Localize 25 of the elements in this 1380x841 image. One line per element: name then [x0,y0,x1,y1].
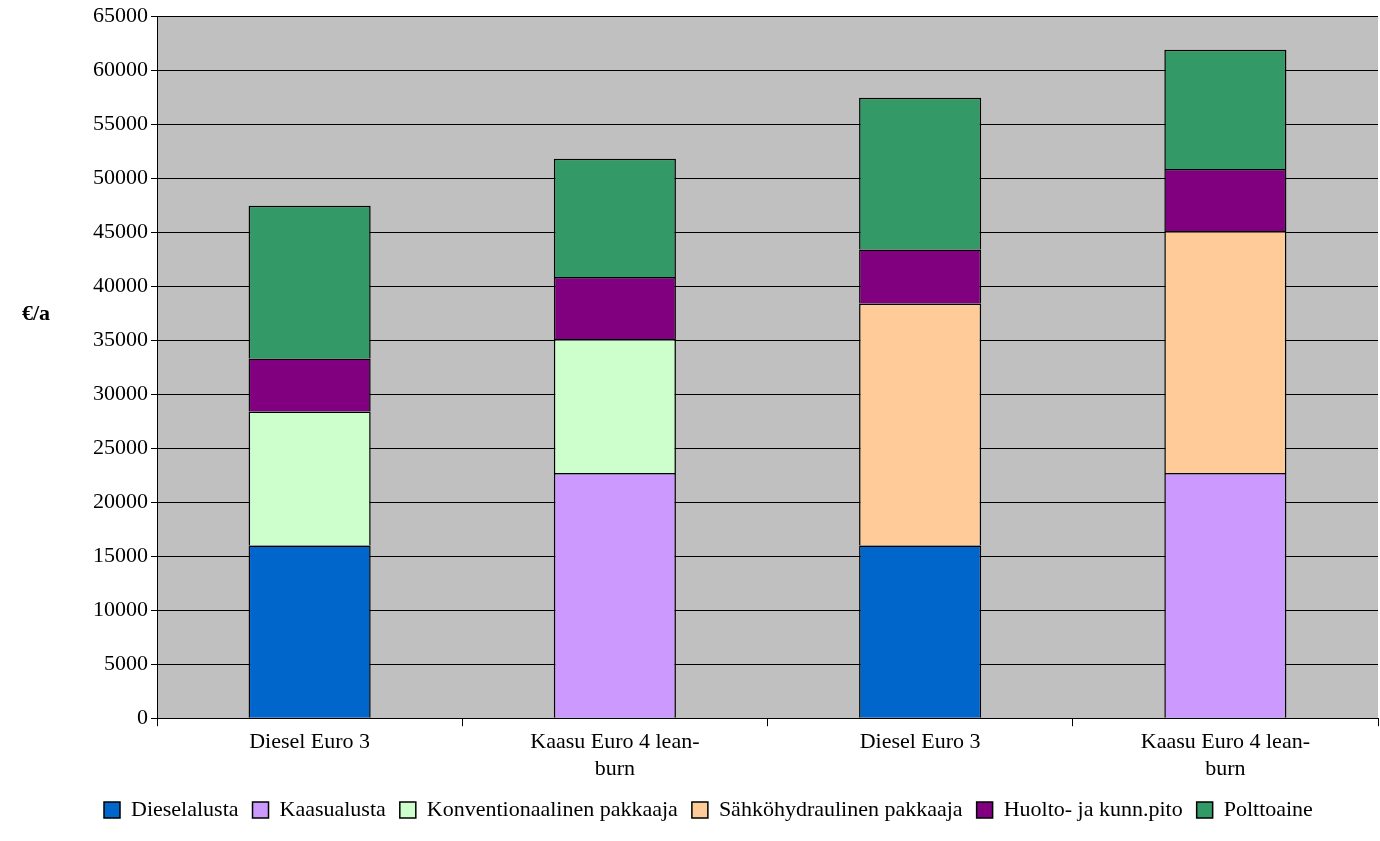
y-tick-label: 30000 [93,379,148,405]
y-tick-label: 25000 [93,433,148,459]
legend-label: Konventionaalinen pakkaaja [426,795,679,821]
y-tick-label: 5000 [104,649,148,675]
x-tick-label: Diesel Euro 3 [859,728,981,754]
legend-label: Dieselalusta [131,795,239,821]
y-tick-label: 20000 [93,487,148,513]
x-tick-label: Kaasu Euro 4 lean-burn [530,728,700,780]
y-axis-title: €/a [22,300,51,326]
y-tick-label: 40000 [93,271,148,297]
y-tick-label: 65000 [93,1,148,27]
y-tick-label: 50000 [93,163,148,189]
y-tick-label: 10000 [93,595,148,621]
y-tick-label: 15000 [93,541,148,567]
legend-label: Huolto- ja kunn.pito [1003,795,1183,821]
y-tick-label: 45000 [93,217,148,243]
y-tick-label: 35000 [93,325,148,351]
y-tick-label: 60000 [93,55,148,81]
legend-label: Sähköhydraulinen pakkaaja [718,795,963,821]
legend-label: Polttoaine [1223,795,1313,821]
y-tick-label: 0 [137,703,148,729]
x-tick-label: Kaasu Euro 4 lean-burn [1140,728,1310,780]
x-tick-label: Diesel Euro 3 [249,728,371,754]
y-tick-label: 55000 [93,109,148,135]
legend-label: Kaasualusta [279,795,387,821]
